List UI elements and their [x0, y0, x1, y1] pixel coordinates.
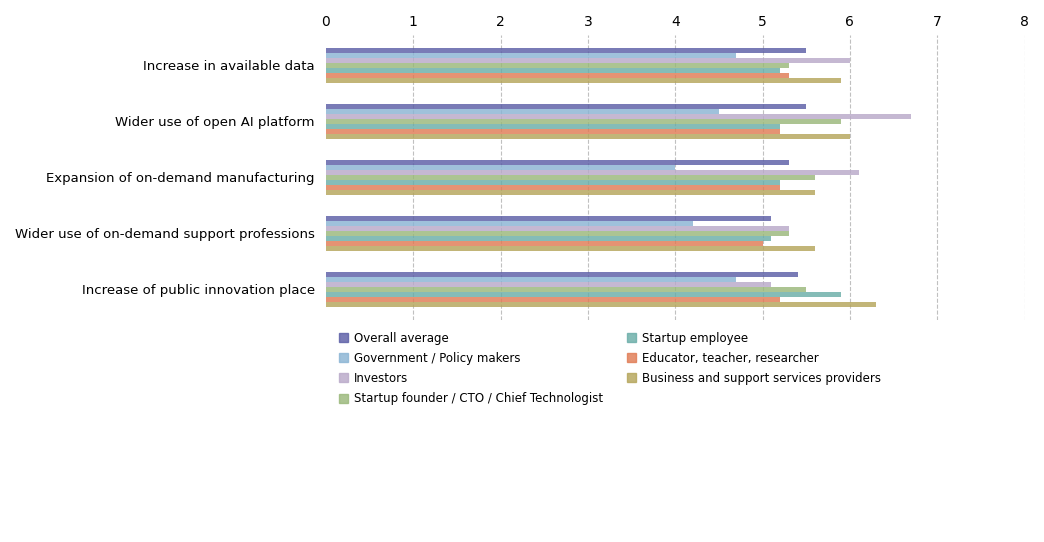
Bar: [326, 58, 850, 63]
Bar: [326, 73, 789, 78]
Bar: [326, 221, 693, 225]
Bar: [326, 104, 806, 108]
Bar: [326, 246, 815, 251]
Bar: [326, 48, 806, 53]
Bar: [326, 241, 762, 246]
Bar: [326, 78, 841, 83]
Bar: [326, 185, 780, 190]
Bar: [326, 170, 858, 175]
Bar: [326, 63, 789, 68]
Bar: [326, 119, 841, 124]
Bar: [326, 165, 675, 170]
Bar: [326, 180, 780, 185]
Bar: [326, 282, 772, 287]
Legend: Overall average, Government / Policy makers, Investors, Startup founder / CTO / : Overall average, Government / Policy mak…: [339, 332, 881, 405]
Bar: [326, 175, 815, 180]
Bar: [326, 68, 780, 73]
Bar: [326, 134, 850, 139]
Bar: [326, 53, 736, 57]
Bar: [326, 190, 815, 195]
Bar: [326, 272, 798, 276]
Bar: [326, 231, 789, 236]
Bar: [326, 129, 780, 134]
Bar: [326, 292, 841, 297]
Bar: [326, 287, 806, 292]
Bar: [326, 109, 719, 114]
Bar: [326, 236, 772, 241]
Bar: [326, 216, 772, 221]
Bar: [326, 277, 736, 282]
Bar: [326, 160, 789, 165]
Bar: [326, 124, 780, 129]
Bar: [326, 297, 780, 302]
Bar: [326, 114, 911, 119]
Bar: [326, 226, 789, 231]
Bar: [326, 302, 876, 307]
